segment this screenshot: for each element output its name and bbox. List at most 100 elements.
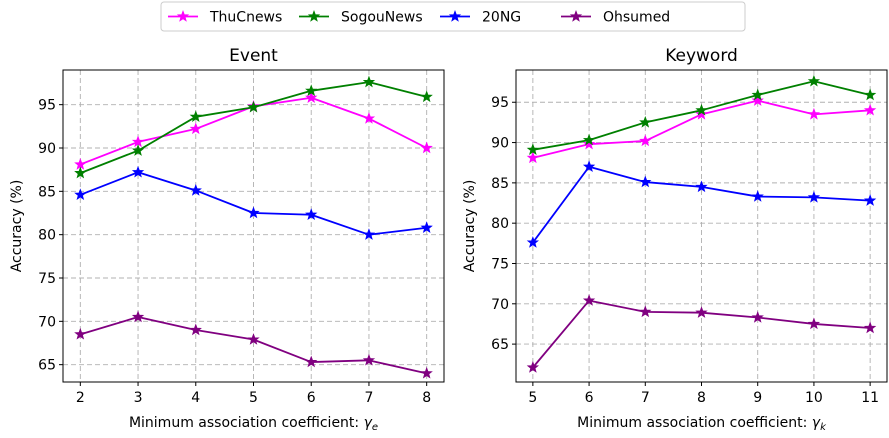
- data-point: [526, 361, 540, 373]
- y-tick-label: 75: [38, 271, 56, 287]
- legend-entry-ohsumed: Ohsumed: [561, 10, 670, 26]
- data-point: [420, 141, 433, 154]
- data-point: [305, 91, 318, 103]
- series-20ng: [74, 165, 433, 240]
- x-tick-label: 8: [697, 390, 706, 406]
- x-tick-label: 8: [422, 390, 431, 406]
- data-point: [189, 110, 202, 123]
- series-20ng: [526, 160, 877, 248]
- x-tick-label: 10: [805, 390, 823, 406]
- x-tick-label: 6: [585, 390, 594, 406]
- grid: [516, 70, 887, 382]
- x-tick-label: 5: [528, 390, 537, 406]
- y-axis-label: Accuracy (%): [462, 180, 478, 273]
- x-tick-label: 4: [191, 390, 200, 406]
- data-point: [751, 190, 764, 202]
- data-point: [189, 323, 202, 336]
- y-tick-label: 75: [491, 256, 509, 272]
- data-point: [695, 306, 708, 318]
- legend-label: 20NG: [482, 10, 521, 26]
- data-point: [863, 103, 877, 116]
- data-point: [247, 100, 260, 113]
- data-point: [305, 208, 318, 220]
- series-ohsumed: [526, 294, 877, 373]
- data-point: [582, 294, 596, 306]
- y-tick-label: 65: [38, 358, 56, 374]
- legend-label: Ohsumed: [603, 10, 670, 26]
- y-tick-label: 95: [491, 95, 509, 111]
- x-tick-label: 3: [134, 390, 143, 406]
- data-point: [189, 184, 202, 196]
- data-point: [74, 188, 87, 201]
- data-point: [74, 327, 87, 340]
- data-point: [639, 175, 652, 188]
- y-tick-label: 80: [38, 228, 56, 244]
- data-point: [582, 137, 596, 150]
- data-point: [807, 190, 821, 203]
- data-point: [131, 310, 145, 323]
- series-sogounews: [74, 75, 433, 179]
- x-tick-label: 9: [753, 390, 762, 406]
- data-point: [639, 305, 652, 318]
- legend-marker: [307, 10, 321, 22]
- data-point: [526, 151, 540, 164]
- data-point: [420, 90, 433, 103]
- x-tick-label: 11: [861, 390, 879, 406]
- data-point: [695, 180, 708, 193]
- x-tick-label: 7: [641, 390, 650, 406]
- series-sogounews: [526, 74, 877, 156]
- data-point: [582, 133, 596, 146]
- data-point: [526, 236, 540, 248]
- legend: ThuCnews SogouNews 20NG Ohsumed: [160, 1, 746, 32]
- data-point: [807, 107, 821, 120]
- chart-title: Event: [229, 46, 278, 66]
- y-tick-label: 80: [491, 216, 509, 232]
- data-point: [639, 115, 652, 128]
- x-tick-label: 2: [76, 390, 85, 406]
- data-point: [807, 74, 821, 87]
- x-tick-label: 6: [307, 390, 316, 406]
- data-point: [420, 366, 433, 379]
- series-ohsumed: [74, 310, 433, 379]
- x-tick-label: 7: [364, 390, 373, 406]
- data-point: [247, 333, 260, 345]
- y-axis-label: Accuracy (%): [9, 180, 25, 273]
- data-point: [639, 134, 652, 147]
- y-tick-label: 85: [38, 184, 56, 200]
- data-point: [582, 160, 596, 172]
- data-point: [695, 103, 708, 116]
- y-tick-label: 65: [491, 337, 509, 353]
- y-tick-label: 90: [38, 141, 56, 157]
- legend-marker: [569, 10, 583, 22]
- chart-title: Keyword: [665, 46, 738, 66]
- y-tick-label: 85: [491, 176, 509, 192]
- legend-marker: [448, 10, 462, 22]
- data-point: [526, 143, 540, 156]
- legend-entry-thucnews: ThuCnews: [168, 10, 282, 26]
- x-tick-label: 5: [249, 390, 258, 406]
- y-tick-label: 70: [491, 297, 509, 313]
- y-tick-label: 70: [38, 314, 56, 330]
- data-point: [420, 221, 433, 233]
- data-point: [863, 321, 877, 334]
- data-point: [807, 317, 821, 330]
- y-tick-label: 90: [491, 136, 509, 152]
- x-axis-label: Minimum association coefficient: γe: [129, 415, 378, 433]
- data-point: [362, 112, 376, 124]
- series-thucnews: [526, 94, 877, 164]
- data-point: [131, 165, 145, 178]
- data-point: [362, 353, 376, 366]
- data-point: [863, 194, 877, 206]
- data-point: [751, 94, 764, 106]
- data-point: [362, 228, 376, 240]
- data-point: [74, 166, 87, 179]
- data-point: [751, 311, 764, 323]
- legend-entry-20ng: 20NG: [440, 10, 521, 26]
- data-point: [305, 355, 318, 368]
- data-point: [131, 144, 145, 156]
- data-point: [863, 88, 877, 101]
- chart-panel-event: 2 3 4 5 6 7 8 65 70 75 80 85 90 95 Event Minimum associ…: [9, 46, 445, 433]
- chart-panel-keyword: 5 6 7 8 9 10 11 65 70 75 80 85 90 95 Keyword Minimum as…: [462, 46, 888, 433]
- data-point: [695, 107, 708, 120]
